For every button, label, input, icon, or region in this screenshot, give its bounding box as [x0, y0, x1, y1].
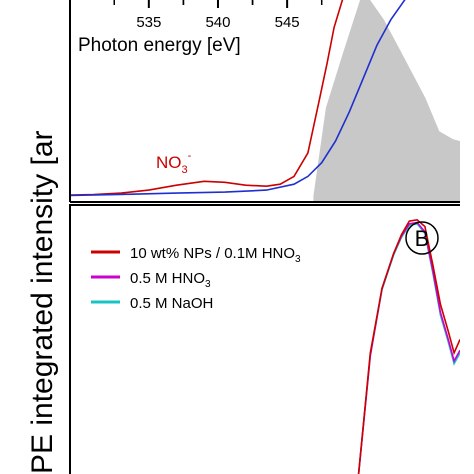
legend: 10 wt% NPs / 0.1M HNO3 0.5 M HNO3 0.5 M … — [91, 245, 301, 312]
legend-entry-1: 10 wt% NPs / 0.1M HNO3 — [130, 245, 301, 265]
panel-a-series-line-2 — [70, 0, 406, 197]
panel-a-fill-area — [313, 0, 460, 202]
photon-energy-tick-label: 545 — [275, 14, 300, 31]
panel-a-series — [70, 0, 460, 202]
legend-entry-2: 0.5 M HNO3 — [130, 270, 211, 290]
photon-energy-ticks: 535 540 545 — [113, 0, 323, 31]
photon-energy-axis-label: Photon energy [eV] — [78, 35, 241, 56]
panel-b-label: B — [415, 226, 430, 251]
panel-b-partial-label: NO — [158, 471, 184, 474]
panel-b-label-circle — [405, 221, 439, 255]
y-axis-label: PE integrated intensity [ar — [26, 130, 59, 474]
panel-b-series-line-1 — [357, 218, 460, 474]
panel-b: B 10 wt% NPs / 0.1M HNO3 0.5 M HNO3 0.5 … — [69, 204, 460, 474]
panel-a-series-line-1 — [70, 0, 344, 196]
panel-b-series — [357, 218, 460, 474]
photon-energy-tick-label: 535 — [136, 14, 161, 31]
no3-annotation: NO3- — [156, 150, 192, 176]
panel-b-series-line-3 — [357, 222, 460, 474]
panel-a: 535 540 545 Photon energy [eV] NO3- — [69, 0, 460, 203]
legend-entry-3: 0.5 M NaOH — [130, 295, 213, 312]
photon-energy-tick-label: 540 — [205, 14, 230, 31]
panel-b-series-line-2 — [357, 221, 460, 474]
